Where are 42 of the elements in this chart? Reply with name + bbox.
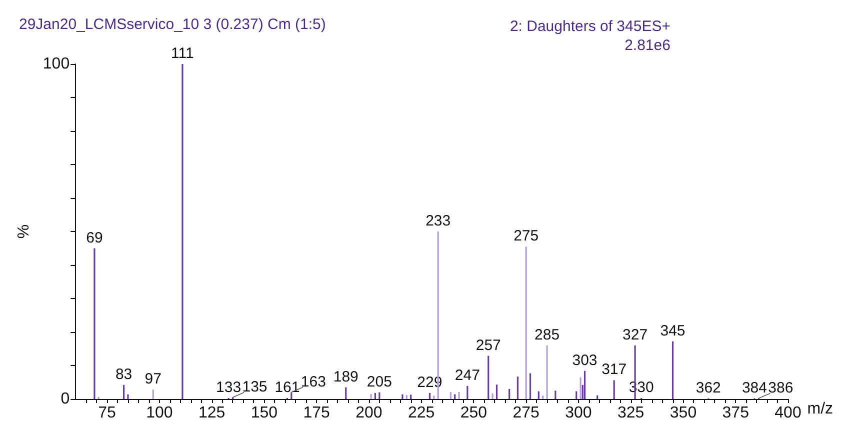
x-tick-label: 150 bbox=[250, 404, 278, 422]
x-tick-label: 250 bbox=[460, 404, 488, 422]
chart-subtitle: 2: Daughters of 345ES+ 2.81e6 bbox=[510, 18, 671, 54]
annotation: 233 bbox=[426, 212, 451, 230]
x-tick-label: 225 bbox=[408, 404, 435, 422]
x-tick-label: 400 bbox=[774, 404, 802, 422]
x-tick-label: 300 bbox=[565, 404, 592, 422]
x-tick-label: 275 bbox=[512, 404, 540, 422]
x-tick-label: 100 bbox=[146, 404, 173, 422]
annotation: 135 bbox=[242, 378, 268, 396]
annotation: 345 bbox=[660, 322, 686, 340]
x-tick-label: 350 bbox=[670, 404, 697, 422]
annotation: 133 bbox=[216, 378, 242, 396]
y-axis-title: % bbox=[16, 224, 32, 239]
annotation: 275 bbox=[514, 228, 539, 245]
annotation: 257 bbox=[476, 336, 501, 354]
annotation: 161 bbox=[274, 378, 300, 396]
annotation: 83 bbox=[115, 366, 132, 383]
annotation: 327 bbox=[622, 326, 648, 344]
annotation: 97 bbox=[144, 370, 162, 388]
x-tick-label: 375 bbox=[722, 404, 750, 422]
annotation: 111 bbox=[171, 45, 194, 62]
x-tick-label: 125 bbox=[198, 404, 226, 422]
annotation: 317 bbox=[602, 361, 627, 378]
x-tick-label: 325 bbox=[618, 404, 644, 422]
annotation: 384 bbox=[742, 379, 767, 396]
annotation: 362 bbox=[696, 379, 721, 396]
chart-title: 29Jan20_LCMSservico_10 3 (0.237) Cm (1:5) bbox=[19, 16, 326, 33]
annotation: 69 bbox=[86, 229, 103, 246]
annotation: 189 bbox=[333, 368, 358, 386]
annotation: 303 bbox=[572, 352, 598, 369]
x-axis-title: m/z bbox=[807, 400, 834, 418]
annotation: 229 bbox=[417, 374, 442, 391]
y-tick-label: 0 bbox=[60, 390, 70, 408]
annotation: 163 bbox=[300, 373, 326, 390]
annotation: 285 bbox=[534, 326, 560, 344]
x-tick-label: 200 bbox=[356, 404, 382, 422]
x-tick-label: 75 bbox=[98, 404, 116, 422]
x-tick-label: 175 bbox=[303, 404, 330, 422]
annotation: 386 bbox=[768, 379, 794, 396]
annotation: 247 bbox=[454, 366, 480, 384]
annotation: 205 bbox=[366, 373, 392, 390]
